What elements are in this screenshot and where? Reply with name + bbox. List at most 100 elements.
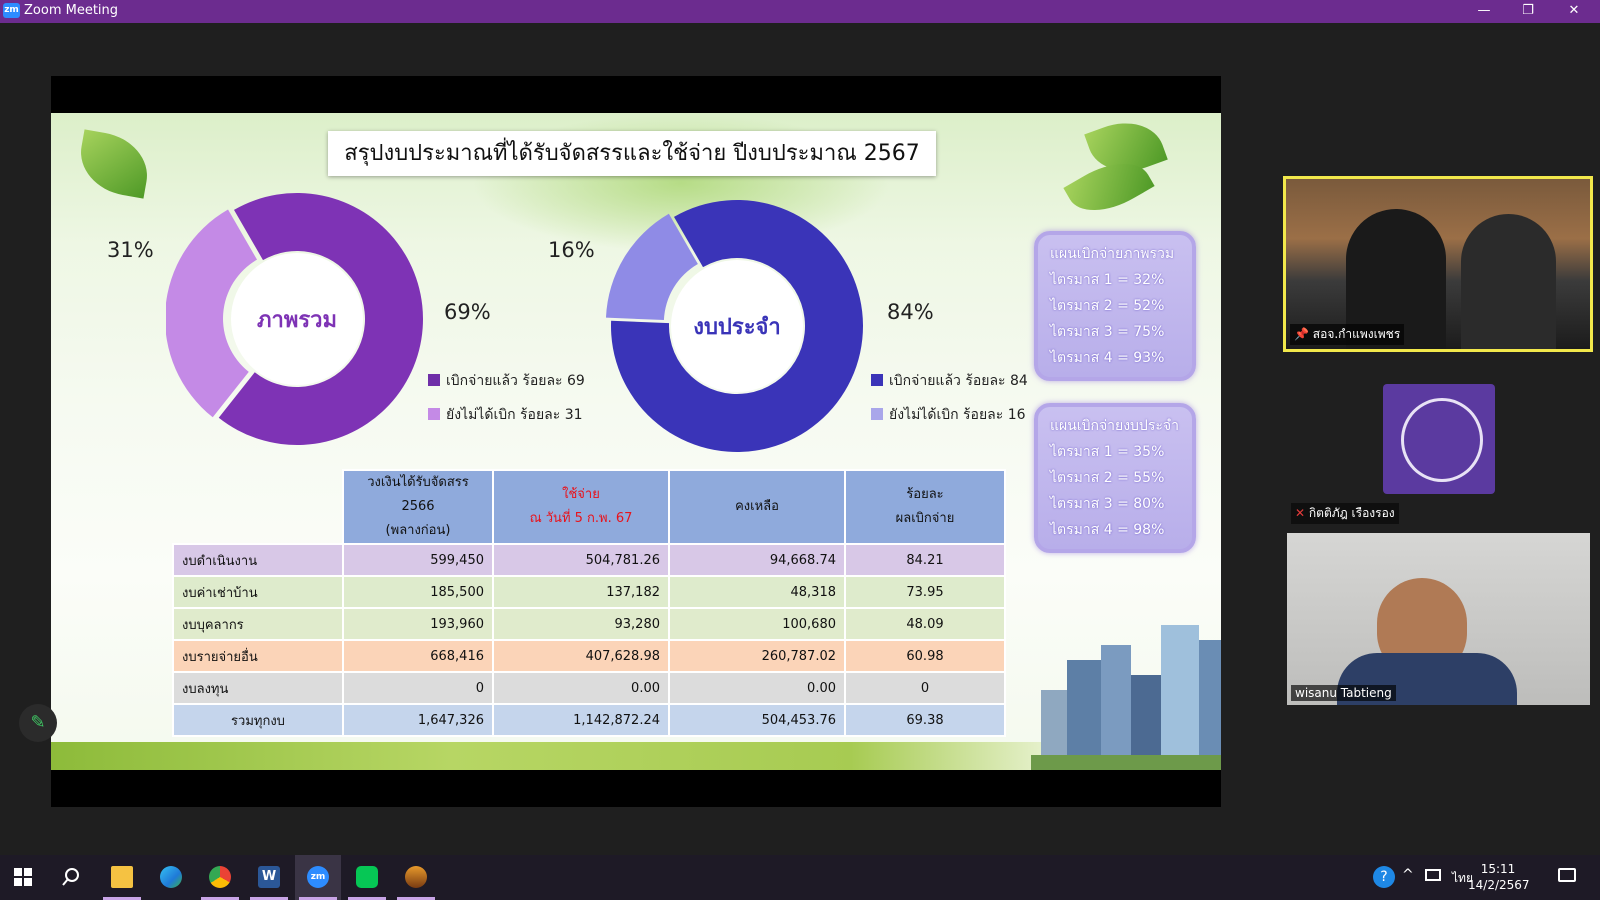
running-indicator (250, 897, 288, 900)
taskbar-word[interactable]: W (246, 855, 292, 900)
table-row: งบบุคลากร 193,960 93,280 100,680 48.09 (172, 607, 1006, 641)
row-spent: 137,182 (492, 575, 670, 609)
participant-name: wisanu Tabtieng (1291, 685, 1396, 701)
building (1131, 675, 1161, 770)
chevron-up-icon[interactable]: ^ (1402, 867, 1414, 883)
building (1101, 645, 1131, 770)
edge-icon (160, 866, 182, 888)
header-line: ณ วันที่ 5 ก.พ. 67 (529, 511, 633, 526)
header-line: ใช้จ่าย (562, 487, 600, 502)
donut-slice-spent (218, 193, 423, 446)
legend-text: ยังไม่ได้เบิก ร้อยละ 16 (889, 407, 1026, 423)
row-spent: 1,142,872.24 (492, 703, 670, 737)
minimize-button[interactable]: — (1477, 3, 1491, 18)
donut-slice-unspent (606, 213, 698, 321)
participant-video-1[interactable]: 📌 สอจ.กำแพงเพชร (1283, 176, 1593, 352)
word-icon: W (258, 866, 280, 888)
donut1-spent-pct: 69% (444, 300, 491, 324)
taskbar-line[interactable] (344, 855, 390, 900)
donut-chart-overall: ภาพรวม (166, 193, 423, 446)
donut-hole (671, 260, 803, 392)
plan-line: ไตรมาส 1 = 32% (1050, 272, 1165, 288)
table-row: งบลงทุน 0 0.00 0.00 0 (172, 671, 1006, 705)
donut-slice-spent (611, 200, 863, 452)
legend-swatch (428, 374, 440, 386)
buildings-illustration (1031, 625, 1221, 770)
row-remaining: 100,680 (668, 607, 846, 641)
row-name: งบค่าเช่าบ้าน (172, 575, 344, 609)
search-button[interactable] (48, 855, 94, 900)
row-allocation: 0 (342, 671, 494, 705)
presentation-slide: สรุปงบประมาณที่ได้รับจัดสรรและใช้จ่าย ปี… (51, 113, 1221, 770)
start-button[interactable] (0, 855, 46, 900)
row-spent: 504,781.26 (492, 543, 670, 577)
table-row: งบดำเนินงาน 599,450 504,781.26 94,668.74… (172, 543, 1006, 577)
row-spent: 93,280 (492, 607, 670, 641)
row-remaining: 48,318 (668, 575, 846, 609)
participant-video-2[interactable]: ✕ กิตติภัฎ เรืองรอง (1287, 356, 1590, 528)
taskbar-edge[interactable] (148, 855, 194, 900)
ministry-logo (1383, 384, 1495, 494)
plan-overall-box: แผนเบิกจ่ายภาพรวม ไตรมาส 1 = 32% ไตรมาส … (1034, 231, 1196, 381)
header-allocation: วงเงินได้รับจัดสรร 2566 (พลางก่อน) (342, 469, 494, 545)
close-button[interactable]: ✕ (1568, 3, 1580, 18)
taskbar-app[interactable] (393, 855, 439, 900)
participant-video-3[interactable]: wisanu Tabtieng (1287, 533, 1590, 705)
table-row: งบรายจ่ายอื่น 668,416 407,628.98 260,787… (172, 639, 1006, 673)
plan-line: ไตรมาส 3 = 80% (1050, 496, 1165, 512)
participant-name: ✕ กิตติภัฎ เรืองรอง (1291, 503, 1399, 524)
row-spent: 407,628.98 (492, 639, 670, 673)
running-indicator (103, 897, 141, 900)
notifications-icon[interactable] (1558, 868, 1576, 882)
plan-regular-box: แผนเบิกจ่ายงบประจำ ไตรมาส 1 = 35% ไตรมาส… (1034, 403, 1196, 553)
clock-time: 15:11 (1480, 862, 1516, 876)
input-language[interactable]: ไทย (1452, 871, 1473, 885)
participant-figure (1461, 214, 1556, 349)
building (1067, 660, 1101, 770)
running-indicator (348, 897, 386, 900)
table-row-total: รวมทุกงบ 1,647,326 1,142,872.24 504,453.… (172, 703, 1006, 737)
plan-line: ไตรมาส 4 = 93% (1050, 350, 1165, 366)
clock-date: 14/2/2567 (1468, 878, 1530, 892)
running-indicator (397, 897, 435, 900)
row-allocation: 668,416 (342, 639, 494, 673)
row-name: งบรายจ่ายอื่น (172, 639, 344, 673)
donut-slice-unspent (166, 209, 258, 418)
title-bar: zm Zoom Meeting — ❐ ✕ (0, 0, 1600, 23)
row-remaining: 0.00 (668, 671, 846, 705)
header-line: (พลางก่อน) (385, 523, 451, 538)
row-remaining: 504,453.76 (668, 703, 846, 737)
donut1-unspent-pct: 31% (107, 238, 154, 262)
donut2-legend-spent: เบิกจ่ายแล้ว ร้อยละ 84 (871, 370, 1028, 392)
header-spent: ใช้จ่ายณ วันที่ 5 ก.พ. 67 (492, 469, 670, 545)
taskbar-file-explorer[interactable] (99, 855, 145, 900)
zoom-app-icon: zm (3, 3, 20, 18)
row-percent: 0 (844, 671, 1006, 705)
donut1-legend-unspent: ยังไม่ได้เบิก ร้อยละ 31 (428, 404, 583, 426)
restore-button[interactable]: ❐ (1522, 3, 1534, 18)
clock[interactable]: 15:11 14/2/2567 (1468, 861, 1530, 893)
annotate-button[interactable]: ✎ (19, 704, 57, 742)
legend-swatch (871, 408, 883, 420)
taskbar-zoom[interactable]: zm (295, 855, 341, 900)
legend-text: เบิกจ่ายแล้ว ร้อยละ 84 (889, 373, 1028, 389)
table-header-blank (173, 470, 343, 544)
taskbar-chrome[interactable] (197, 855, 243, 900)
app-icon (405, 866, 427, 888)
donut-center-label: ภาพรวม (257, 308, 337, 333)
row-allocation: 185,500 (342, 575, 494, 609)
building (1161, 625, 1199, 770)
pin-icon: 📌 (1294, 327, 1309, 341)
windows-taskbar: W zm ? ^ ไทย 15:11 14/2/2567 (0, 855, 1600, 900)
donut2-legend-unspent: ยังไม่ได้เบิก ร้อยละ 16 (871, 404, 1026, 426)
donut-center-label: งบประจำ (693, 315, 781, 340)
legend-text: ยังไม่ได้เบิก ร้อยละ 31 (446, 407, 583, 423)
plan-title: แผนเบิกจ่ายภาพรวม (1050, 246, 1175, 262)
table-header-row: วงเงินได้รับจัดสรร 2566 (พลางก่อน) ใช้จ่า… (173, 469, 1006, 545)
row-allocation: 599,450 (342, 543, 494, 577)
header-remaining: คงเหลือ (668, 469, 846, 545)
network-icon[interactable] (1425, 869, 1441, 881)
grass-decoration (51, 742, 1051, 770)
help-icon[interactable]: ? (1373, 866, 1395, 888)
shared-screen: สรุปงบประมาณที่ได้รับจัดสรรและใช้จ่าย ปี… (51, 76, 1221, 807)
